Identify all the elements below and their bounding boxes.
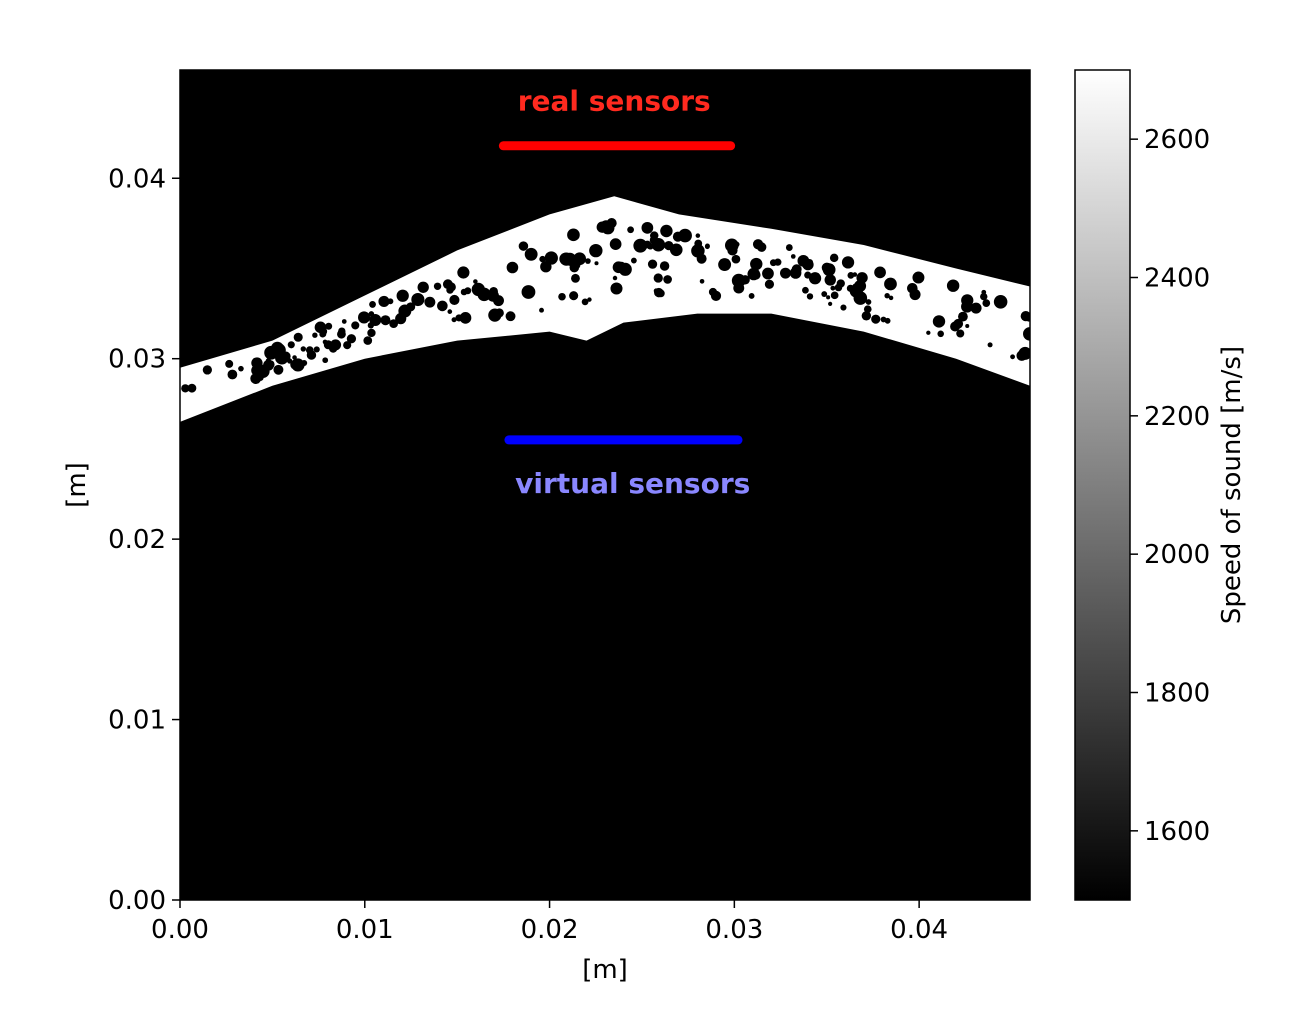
colorbar-tick-label: 2200: [1144, 402, 1210, 432]
x-tick-label: 0.02: [521, 915, 579, 945]
colorbar: 1600 1800 2000 2200 2400 2600: [1075, 70, 1210, 900]
colorbar-tick-label: 2000: [1144, 540, 1210, 570]
y-axis: 0.00 0.01 0.02 0.03 0.04: [108, 164, 180, 916]
plot-area: real sensors virtual sensors: [180, 70, 1036, 900]
colorbar-tick-label: 2600: [1144, 125, 1210, 155]
y-tick-label: 0.00: [108, 886, 166, 916]
colorbar-label: Speed of sound [m/s]: [1217, 346, 1247, 624]
y-tick-label: 0.01: [108, 706, 166, 736]
colorbar-tick-label: 2400: [1144, 264, 1210, 294]
y-tick-label: 0.03: [108, 345, 166, 375]
x-axis-label: [m]: [582, 955, 628, 985]
real-sensors-label: real sensors: [518, 84, 711, 117]
x-tick-label: 0.01: [336, 915, 394, 945]
figure-svg: real sensorsvirtual sensors0.000.010.020…: [0, 0, 1314, 1032]
y-tick-label: 0.04: [108, 164, 166, 194]
colorbar-tick-label: 1800: [1144, 679, 1210, 709]
x-tick-label: 0.04: [890, 915, 948, 945]
figure-container: real sensorsvirtual sensors0.000.010.020…: [0, 0, 1314, 1032]
x-tick-label: 0.03: [705, 915, 763, 945]
x-axis: 0.00 0.01 0.02 0.03 0.04: [151, 900, 948, 945]
x-tick-label: 0.00: [151, 915, 209, 945]
y-tick-label: 0.02: [108, 525, 166, 555]
y-axis-label: [m]: [62, 462, 92, 508]
colorbar-tick-label: 1600: [1144, 817, 1210, 847]
virtual-sensors-label: virtual sensors: [515, 467, 750, 500]
